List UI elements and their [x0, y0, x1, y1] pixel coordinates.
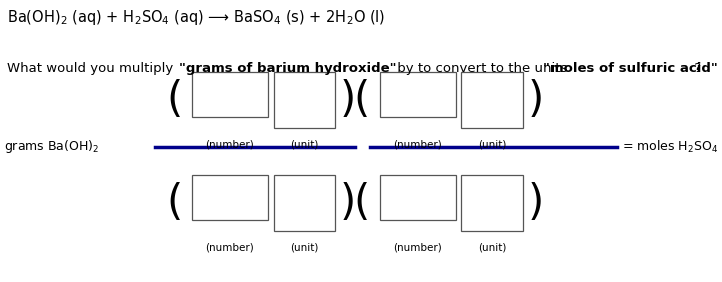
Text: (unit): (unit) [478, 243, 506, 252]
Text: (number): (number) [393, 140, 442, 149]
Text: ): ) [340, 79, 356, 121]
Text: "moles of sulfuric acid": "moles of sulfuric acid" [543, 62, 718, 75]
Text: ): ) [528, 79, 544, 121]
FancyBboxPatch shape [274, 72, 335, 128]
FancyBboxPatch shape [461, 175, 523, 231]
Text: = moles H$_2$SO$_4$: = moles H$_2$SO$_4$ [622, 138, 718, 155]
Text: (: ( [166, 79, 182, 121]
Text: (: ( [354, 79, 370, 121]
Text: (: ( [166, 182, 182, 224]
Text: Ba(OH)$_2$ (aq) + H$_2$SO$_4$ (aq) ⟶ BaSO$_4$ (s) + 2H$_2$O (l): Ba(OH)$_2$ (aq) + H$_2$SO$_4$ (aq) ⟶ BaS… [7, 8, 386, 27]
Text: ): ) [340, 182, 356, 224]
Text: (number): (number) [393, 243, 442, 252]
Text: (unit): (unit) [290, 140, 318, 149]
Text: (number): (number) [206, 243, 254, 252]
Text: grams Ba(OH)$_2$: grams Ba(OH)$_2$ [4, 138, 99, 155]
Text: ?: ? [690, 62, 700, 75]
FancyBboxPatch shape [461, 72, 523, 128]
Text: by to convert to the units: by to convert to the units [393, 62, 572, 75]
FancyBboxPatch shape [192, 72, 268, 117]
Text: What would you multiply: What would you multiply [7, 62, 178, 75]
Text: (unit): (unit) [478, 140, 506, 149]
FancyBboxPatch shape [192, 175, 268, 220]
FancyBboxPatch shape [380, 175, 456, 220]
Text: ): ) [528, 182, 544, 224]
Text: (number): (number) [206, 140, 254, 149]
Text: (: ( [354, 182, 370, 224]
FancyBboxPatch shape [274, 175, 335, 231]
Text: "grams of barium hydroxide": "grams of barium hydroxide" [179, 62, 396, 75]
Text: (unit): (unit) [290, 243, 318, 252]
FancyBboxPatch shape [380, 72, 456, 117]
